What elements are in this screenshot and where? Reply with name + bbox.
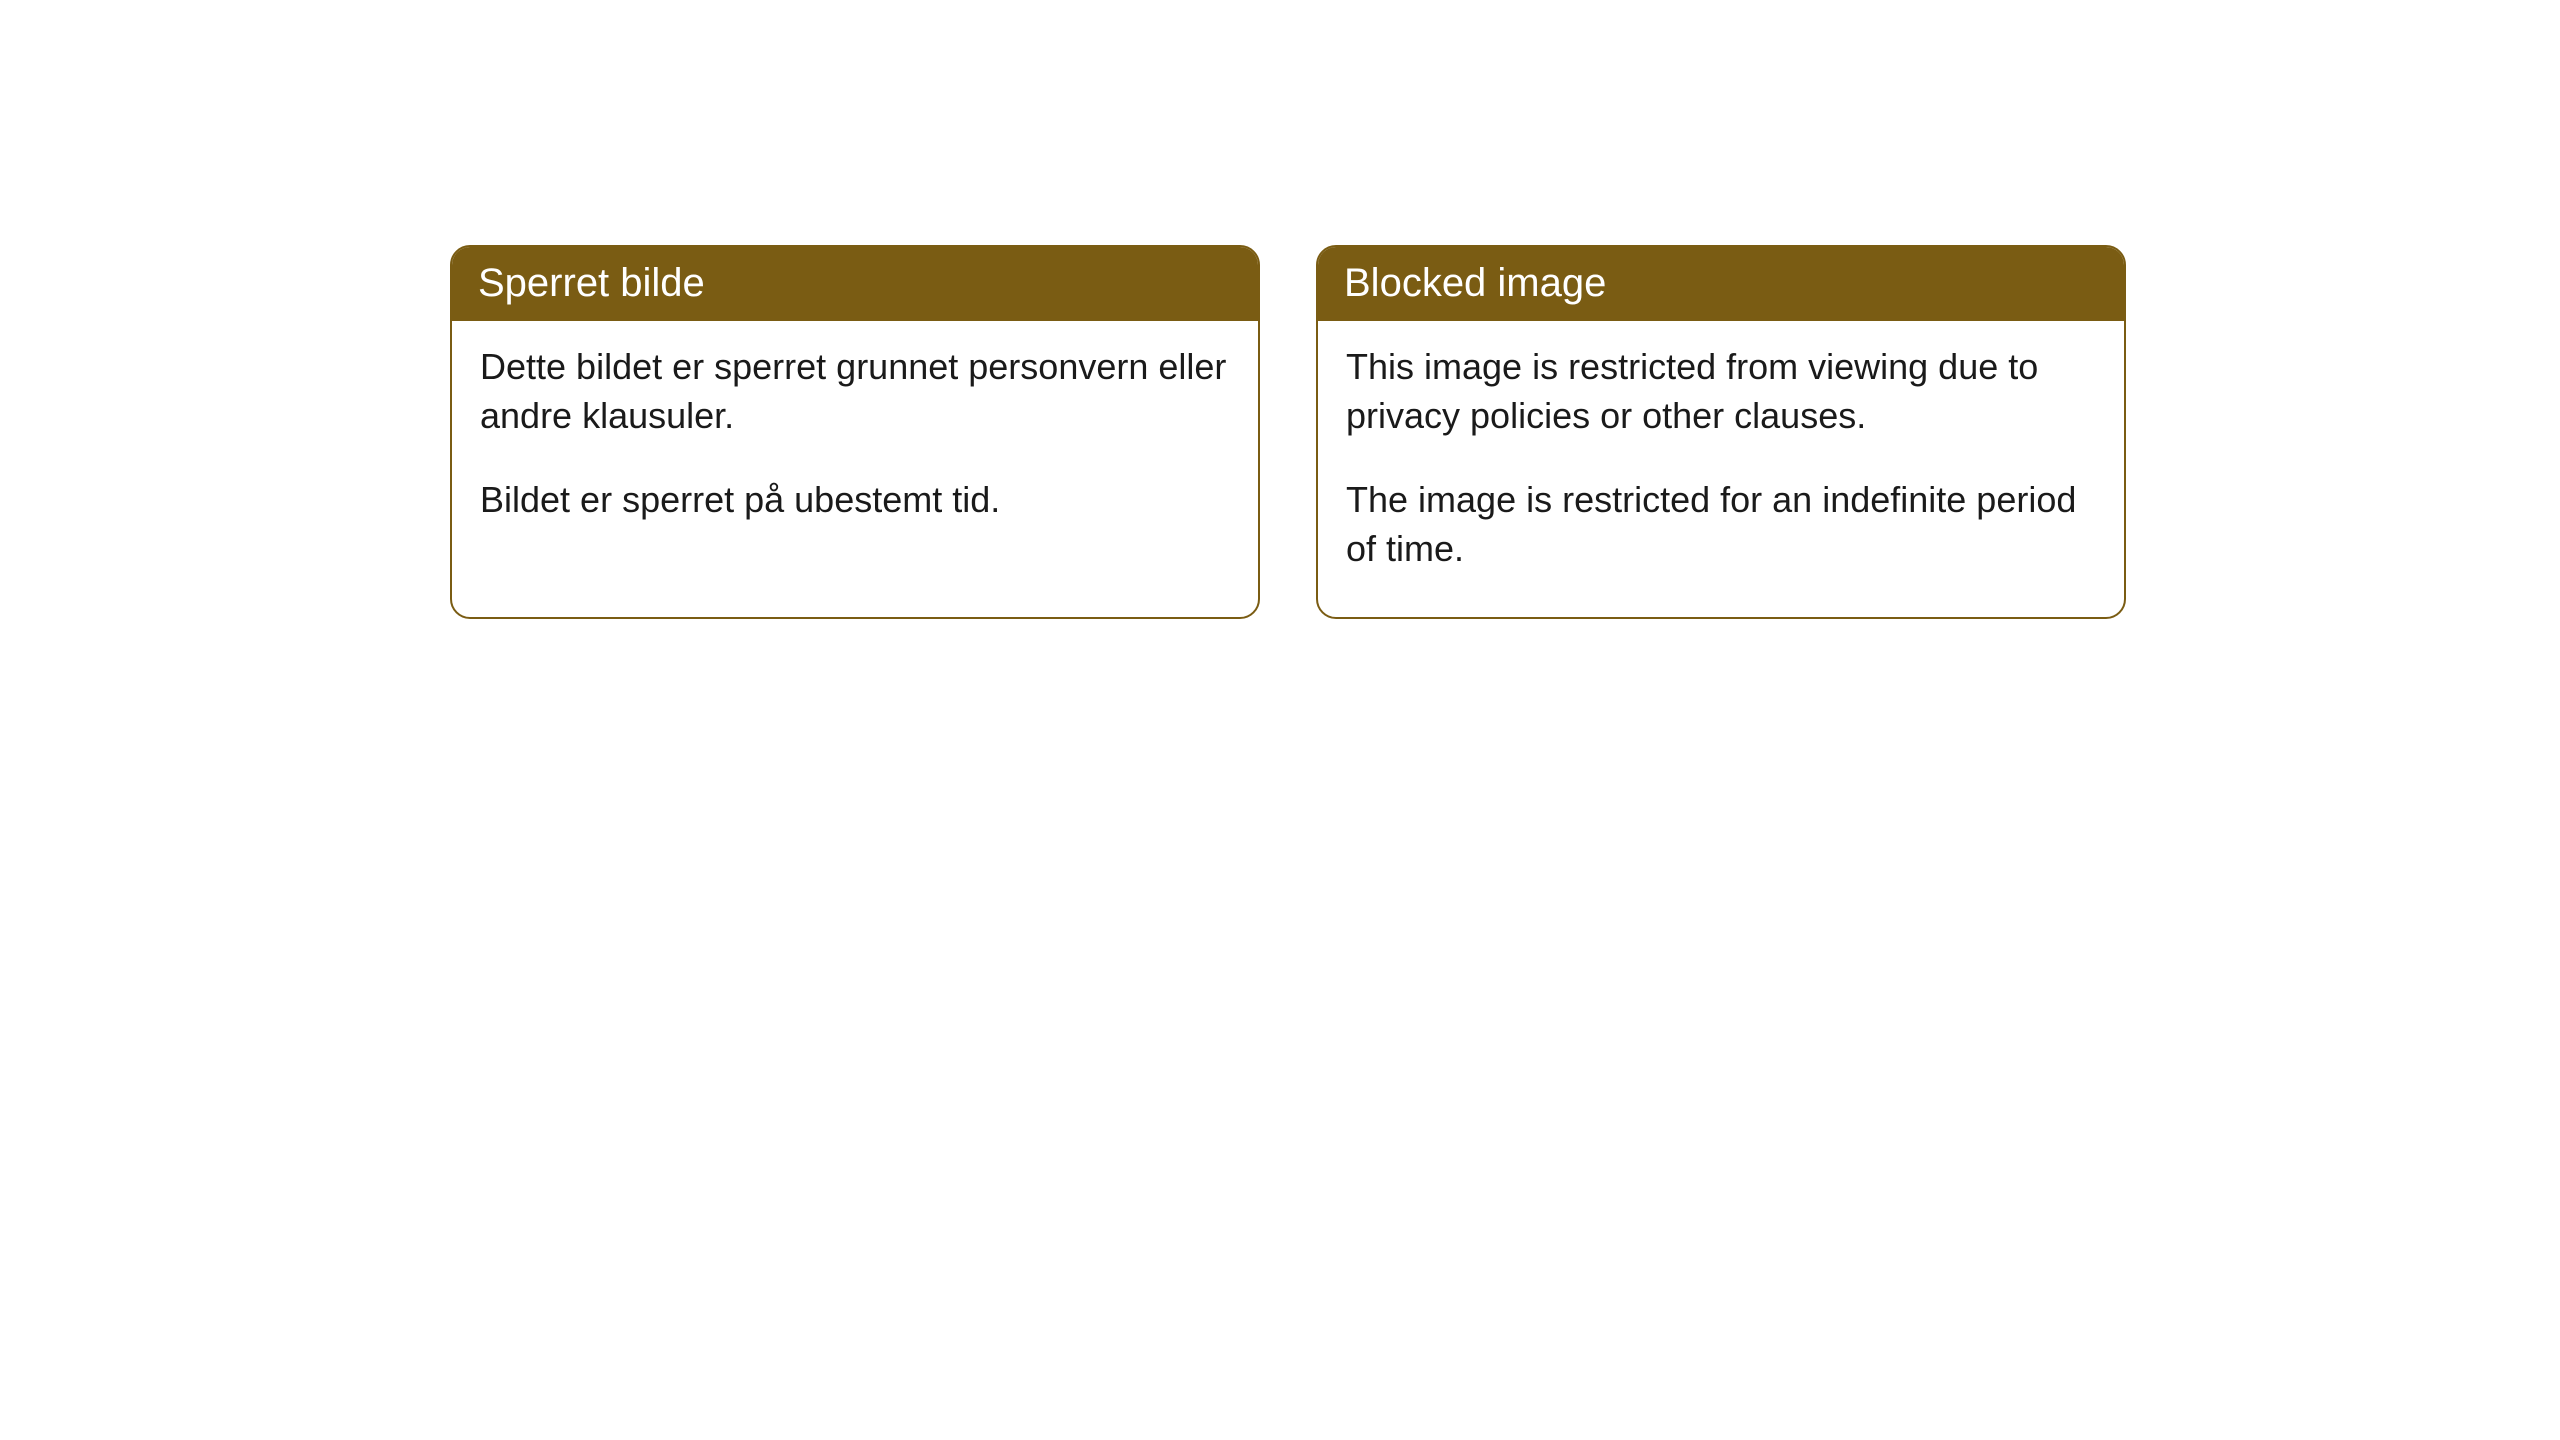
card-header-english: Blocked image <box>1318 247 2124 321</box>
card-header-norwegian: Sperret bilde <box>452 247 1258 321</box>
card-paragraph-2-norwegian: Bildet er sperret på ubestemt tid. <box>480 476 1230 525</box>
card-title-norwegian: Sperret bilde <box>478 261 705 305</box>
blocked-image-card-english: Blocked image This image is restricted f… <box>1316 245 2126 619</box>
blocked-image-card-norwegian: Sperret bilde Dette bildet er sperret gr… <box>450 245 1260 619</box>
card-paragraph-1-norwegian: Dette bildet er sperret grunnet personve… <box>480 343 1230 440</box>
card-paragraph-2-english: The image is restricted for an indefinit… <box>1346 476 2096 573</box>
card-title-english: Blocked image <box>1344 261 1606 305</box>
card-paragraph-1-english: This image is restricted from viewing du… <box>1346 343 2096 440</box>
card-body-norwegian: Dette bildet er sperret grunnet personve… <box>452 321 1258 569</box>
notice-cards-container: Sperret bilde Dette bildet er sperret gr… <box>450 245 2126 619</box>
card-body-english: This image is restricted from viewing du… <box>1318 321 2124 617</box>
